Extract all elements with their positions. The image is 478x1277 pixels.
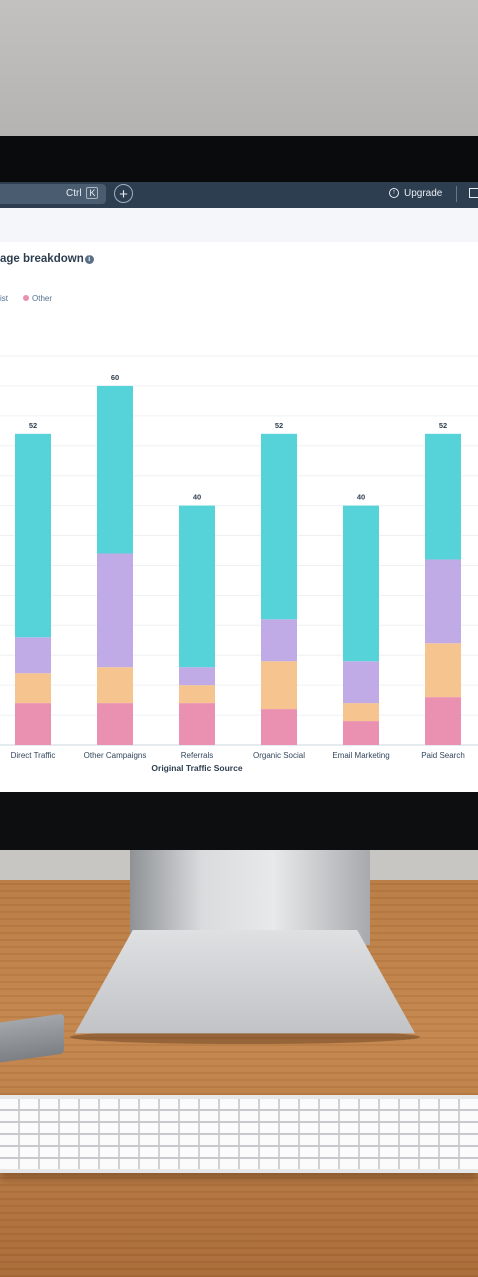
legend-item-partial[interactable]: ist [0,294,8,303]
bar-segment[interactable] [261,661,297,710]
x-tick-label: Other Campaigns [84,751,147,760]
bar-segment[interactable] [261,709,297,745]
bar-segment[interactable] [425,697,461,745]
marketplace-icon[interactable] [469,188,478,198]
bar-segment[interactable] [97,667,133,704]
arrow-up-circle-icon[interactable]: ↑ [389,188,399,198]
x-axis-title: Original Traffic Source [151,763,242,773]
info-icon[interactable]: i [84,255,94,264]
upgrade-link[interactable]: Upgrade [404,188,443,199]
bar-segment[interactable] [261,433,297,620]
bar-total-label: 52 [275,421,283,430]
report-title: age breakdown i [0,253,94,265]
legend-item-other[interactable]: Other [23,294,52,303]
bar-segment[interactable] [97,703,133,745]
bar-total-label: 40 [357,493,365,502]
bar-segment[interactable] [179,667,215,686]
bar-segment[interactable] [15,703,51,745]
report-title-text: age breakdown [0,253,84,265]
bar-segment[interactable] [343,721,379,745]
shortcut-key: K [86,187,99,199]
bar-segment[interactable] [97,385,133,554]
bar-segment[interactable] [425,433,461,560]
bar-segment[interactable] [179,703,215,745]
chart-bars [15,385,461,745]
monitor-stand-base [75,930,415,1034]
report-panel [0,242,478,792]
legend-other-swatch [23,295,29,301]
bar-segment[interactable] [179,505,215,668]
bar-total-label: 40 [193,493,201,502]
chart-gridlines [0,355,478,746]
bar-segment[interactable] [343,703,379,722]
keyboard-key-rows [0,1099,478,1169]
bar-segment[interactable] [15,433,51,638]
x-tick-label: Direct Traffic [11,751,56,760]
x-tick-label: Referrals [181,751,213,760]
wall-background [0,0,478,136]
add-button[interactable]: + [114,184,133,203]
monitor-bezel-bottom [0,792,478,850]
shortcut-ctrl-label: Ctrl [66,188,82,199]
bar-segment[interactable] [343,661,379,704]
monitor-bezel-top [0,136,478,182]
bar-segment[interactable] [343,505,379,662]
x-tick-label: Email Marketing [332,751,389,760]
bar-segment[interactable] [15,673,51,704]
bar-segment[interactable] [97,553,133,668]
monitor-stand-shadow [70,1030,420,1044]
bar-total-label: 52 [439,421,447,430]
bar-total-label: 60 [111,373,119,382]
stacked-bar-chart: 52 Direct Traffic 60 Other Campaigns 40 Refer… [0,355,478,773]
chart-labels: 52 Direct Traffic 60 Other Campaigns 40 Refer… [11,373,465,760]
bar-segment[interactable] [425,559,461,644]
legend-other-label: Other [32,294,53,303]
x-tick-label: Organic Social [253,751,305,760]
bar-total-label: 52 [29,421,37,430]
toolbar-divider [456,186,457,202]
search-input[interactable] [0,184,106,204]
bar-segment[interactable] [261,619,297,662]
search-shortcut: Ctrl K [66,187,99,199]
bar-segment[interactable] [15,637,51,674]
monitor-stand-neck [130,850,370,945]
bar-segment[interactable] [179,685,215,704]
bar-segment[interactable] [425,643,461,698]
x-tick-label: Paid Search [421,751,465,760]
report-header-bar [0,208,478,243]
